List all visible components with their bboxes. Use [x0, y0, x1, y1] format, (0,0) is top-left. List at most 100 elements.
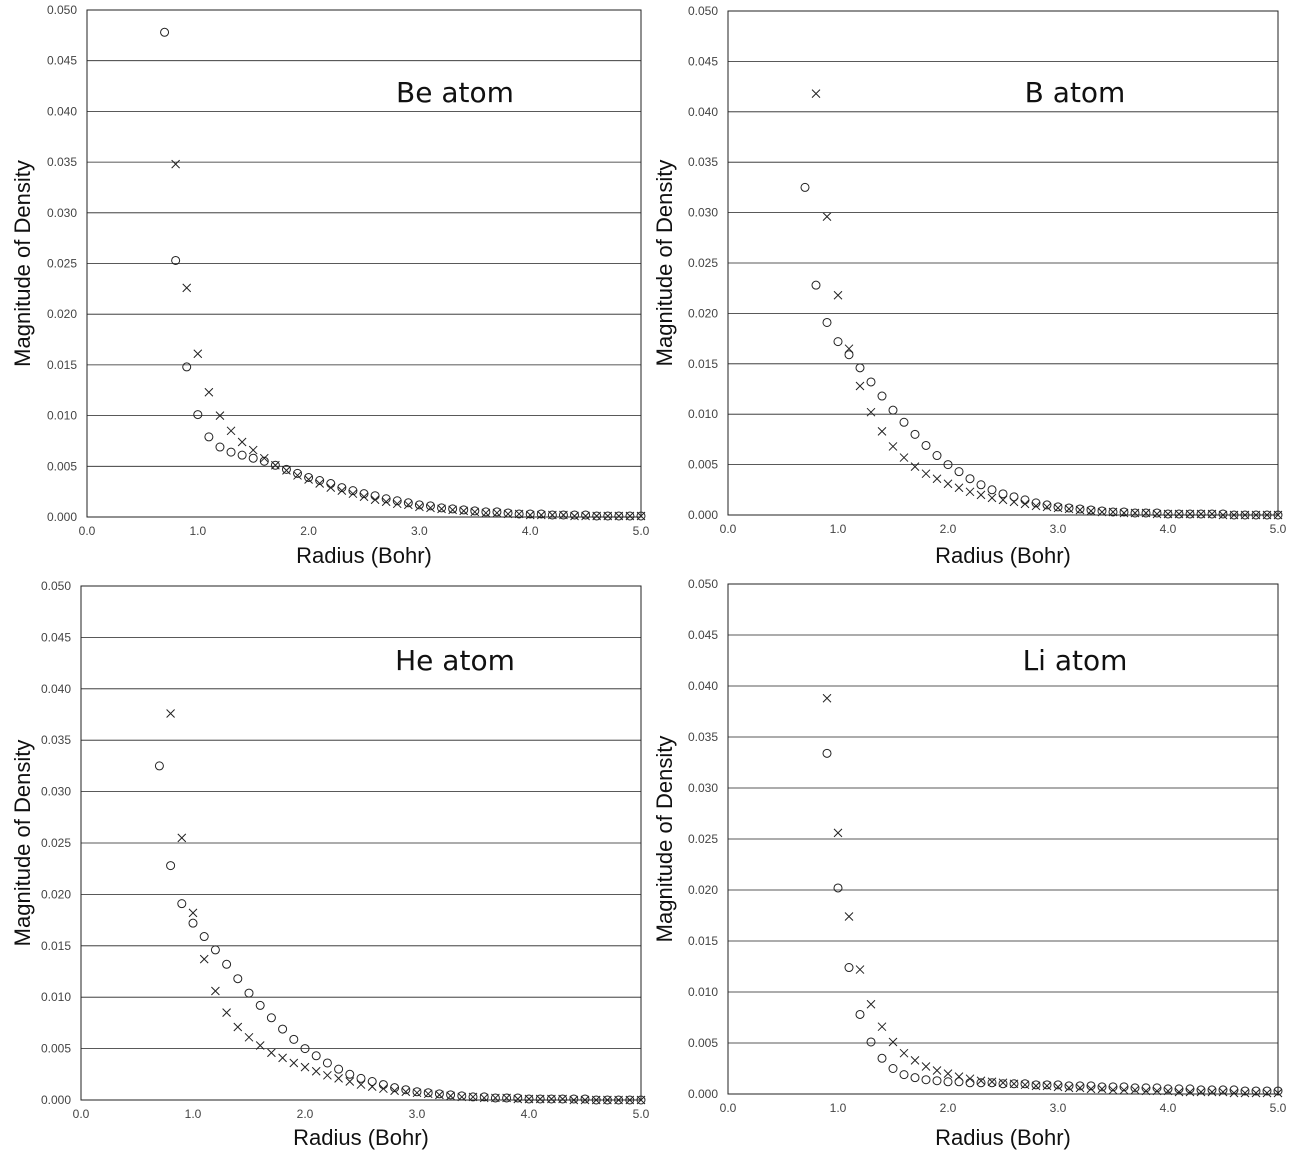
data-point-circle [470, 506, 480, 516]
data-point-cross [1229, 510, 1239, 520]
data-point-cross [345, 1077, 355, 1086]
data-point-cross [866, 999, 876, 1009]
data-point-circle [1141, 508, 1151, 518]
data-point-circle [580, 1094, 590, 1104]
y-tick-label: 0.050 [688, 4, 718, 18]
data-point-cross [548, 510, 557, 520]
data-point-cross [1174, 509, 1184, 519]
data-point-circle [392, 496, 402, 506]
data-point-circle [1152, 508, 1162, 518]
data-point-cross [910, 1055, 920, 1065]
y-tick-label: 0.000 [688, 1087, 718, 1101]
data-point-cross [1262, 510, 1272, 520]
data-point-circle [322, 1058, 332, 1068]
data-point-cross [502, 1093, 511, 1103]
data-point-cross [1097, 1084, 1107, 1094]
data-point-cross [1152, 1086, 1162, 1096]
y-tick-label: 0.040 [688, 105, 718, 119]
data-point-cross [811, 89, 821, 99]
data-point-circle [1174, 509, 1184, 519]
data-point-cross [423, 1089, 433, 1099]
data-point-cross [1108, 1085, 1118, 1095]
x-axis-title: Radius (Bohr) [296, 543, 432, 568]
data-point-circle [1174, 1084, 1184, 1094]
y-tick-label: 0.000 [41, 1093, 71, 1107]
data-point-cross [965, 1074, 975, 1084]
data-point-cross [1064, 504, 1074, 514]
data-point-cross [1042, 502, 1052, 512]
data-point-circle [998, 489, 1008, 499]
data-point-circle [423, 1088, 433, 1098]
data-point-circle [1097, 1082, 1107, 1092]
data-point-cross [278, 1053, 287, 1063]
x-tick-label: 1.0 [185, 1107, 202, 1121]
data-point-cross [954, 1072, 964, 1082]
y-tick-label: 0.025 [688, 832, 718, 846]
data-point-circle [888, 405, 898, 415]
data-point-cross [1097, 507, 1107, 517]
data-point-circle [154, 761, 164, 771]
data-point-circle [403, 498, 413, 508]
data-point-cross [570, 511, 579, 521]
data-point-circle [248, 453, 258, 463]
data-point-circle [237, 450, 247, 460]
data-point-cross [1064, 1083, 1074, 1093]
data-point-circle [943, 460, 953, 470]
data-point-cross [356, 1080, 366, 1089]
x-tick-label: 2.0 [297, 1107, 314, 1121]
x-tick-label: 0.0 [720, 522, 737, 536]
data-point-circle [614, 1095, 624, 1105]
data-point-cross [1262, 1088, 1272, 1098]
x-axis-title: Radius (Bohr) [935, 1125, 1071, 1150]
data-point-cross [315, 479, 325, 488]
data-point-cross [591, 1095, 601, 1105]
data-point-cross [513, 1094, 523, 1104]
data-point-cross [1196, 1087, 1206, 1097]
x-axis-title: Radius (Bohr) [935, 543, 1071, 568]
data-point-cross [403, 500, 413, 510]
data-point-circle [976, 1078, 986, 1088]
y-tick-label: 0.040 [688, 679, 718, 693]
x-tick-label: 4.0 [522, 524, 539, 538]
data-point-cross [625, 1095, 635, 1105]
x-tick-label: 5.0 [1270, 1101, 1287, 1115]
data-point-cross [625, 511, 635, 521]
y-tick-label: 0.050 [47, 3, 77, 17]
data-point-circle [1020, 1079, 1030, 1089]
data-point-circle [536, 509, 546, 519]
data-point-circle [446, 1090, 456, 1100]
data-point-circle [1130, 508, 1140, 518]
data-point-cross [267, 1048, 276, 1058]
data-point-circle [345, 1069, 355, 1079]
data-point-cross [204, 387, 214, 397]
data-point-circle [1229, 1085, 1239, 1095]
data-point-circle [356, 1073, 366, 1083]
panel-title: B atom [1025, 76, 1126, 109]
y-axis-title: Magnitude of Density [652, 736, 677, 943]
data-point-circle [833, 883, 843, 893]
y-tick-label: 0.035 [41, 733, 71, 747]
data-point-cross [1042, 1081, 1052, 1091]
data-point-circle [1185, 1084, 1195, 1094]
data-point-cross [833, 828, 843, 838]
data-point-cross [921, 469, 931, 479]
data-point-circle [954, 467, 964, 477]
y-tick-label: 0.010 [688, 407, 718, 421]
data-point-circle [1064, 503, 1074, 513]
data-point-cross [412, 1088, 422, 1098]
data-point-cross [370, 495, 380, 505]
y-tick-label: 0.025 [41, 836, 71, 850]
data-point-cross [559, 510, 568, 520]
y-tick-label: 0.035 [688, 730, 718, 744]
data-point-cross [636, 1095, 646, 1105]
x-tick-label: 5.0 [633, 524, 650, 538]
data-point-cross [446, 1091, 455, 1101]
data-point-cross [171, 159, 180, 169]
data-point-cross [1009, 1079, 1019, 1089]
data-point-cross [877, 1022, 887, 1032]
y-tick-label: 0.025 [688, 256, 718, 270]
data-point-circle [855, 1009, 865, 1019]
data-point-circle [359, 489, 369, 499]
data-point-circle [625, 1095, 635, 1105]
data-point-cross [470, 507, 480, 517]
